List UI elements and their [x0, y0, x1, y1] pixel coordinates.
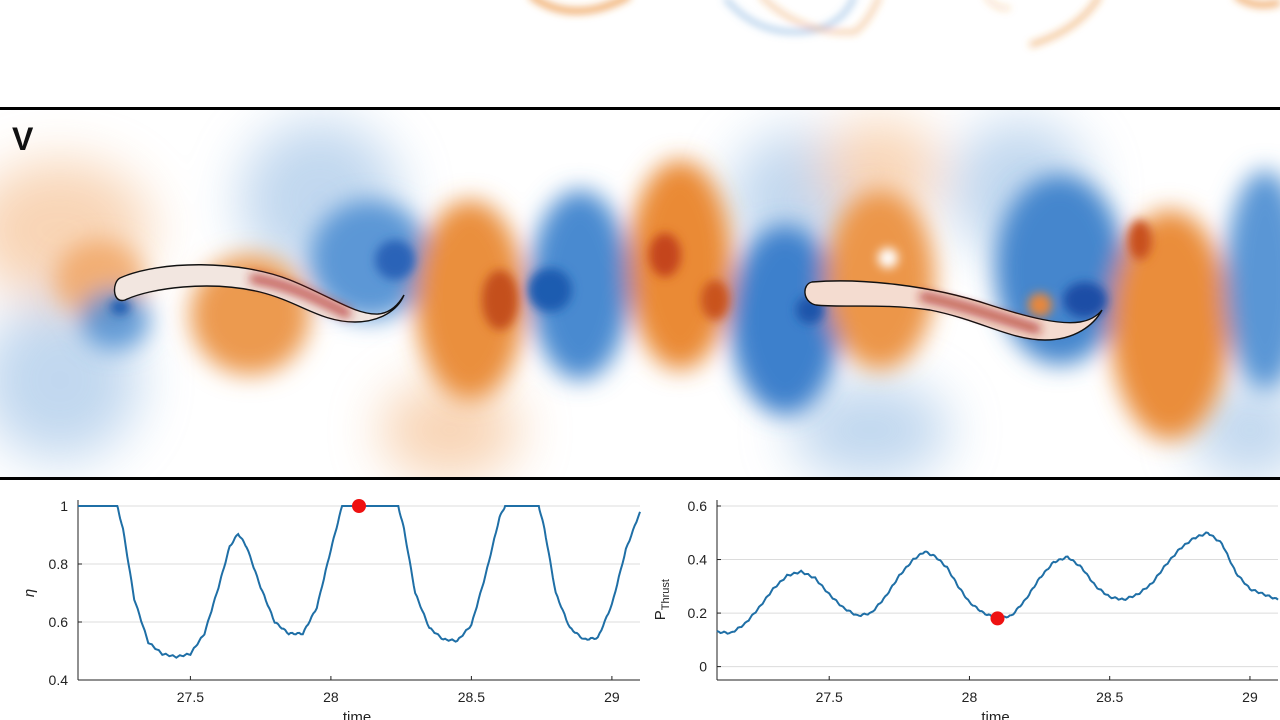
x-tick-label: 28	[323, 689, 339, 705]
y-tick-label: 1	[60, 498, 68, 514]
vorticity-field	[0, 120, 1280, 478]
x-tick-label: 28.5	[458, 689, 485, 705]
y-tick-label: 0.4	[49, 672, 69, 688]
current-time-marker	[990, 611, 1005, 626]
bottom-separator	[0, 477, 1280, 480]
x-tick-label: 29	[604, 689, 620, 705]
panel-label: V	[12, 121, 34, 157]
series-line	[716, 531, 1279, 635]
vorticity-blobs	[55, 160, 1280, 440]
y-tick-label: 0.6	[688, 498, 708, 514]
y-tick-label: 0.8	[49, 556, 69, 572]
top-separator	[0, 107, 1280, 110]
vortex-cores	[110, 220, 1152, 330]
x-tick-label: 27.5	[177, 689, 204, 705]
y-axis-label: η	[21, 589, 38, 597]
vorticity-field-panel	[0, 110, 1280, 478]
top-vortex-arcs	[531, 0, 1280, 48]
y-tick-label: 0	[699, 659, 707, 675]
x-tick-label: 29	[1242, 689, 1258, 705]
x-tick-label: 27.5	[816, 689, 843, 705]
x-axis-label: time	[981, 709, 1009, 720]
efficiency-chart: 0.4 0.6 0.8 1 27.5 28 28.5 29 time η	[21, 498, 641, 720]
y-tick-label: 0.4	[688, 552, 708, 568]
top-flow-field	[531, 0, 1280, 48]
x-tick-label: 28.5	[1096, 689, 1123, 705]
x-axis-label: time	[343, 709, 371, 720]
series-line	[78, 505, 641, 659]
x-tick-label: 28	[962, 689, 978, 705]
y-tick-label: 0.2	[688, 605, 708, 621]
thrust-power-chart: 0 0.2 0.4 0.6 27.5 28 28.5 29 time PThrust	[652, 498, 1279, 720]
y-tick-label: 0.6	[49, 614, 69, 630]
current-time-marker	[352, 499, 366, 513]
time-series-plots: 0.4 0.6 0.8 1 27.5 28 28.5 29 time η 0 0.2 0.4 0.6 27…	[21, 498, 1279, 720]
y-axis-label: PThrust	[652, 579, 672, 620]
top-flow-panel	[0, 0, 1280, 108]
